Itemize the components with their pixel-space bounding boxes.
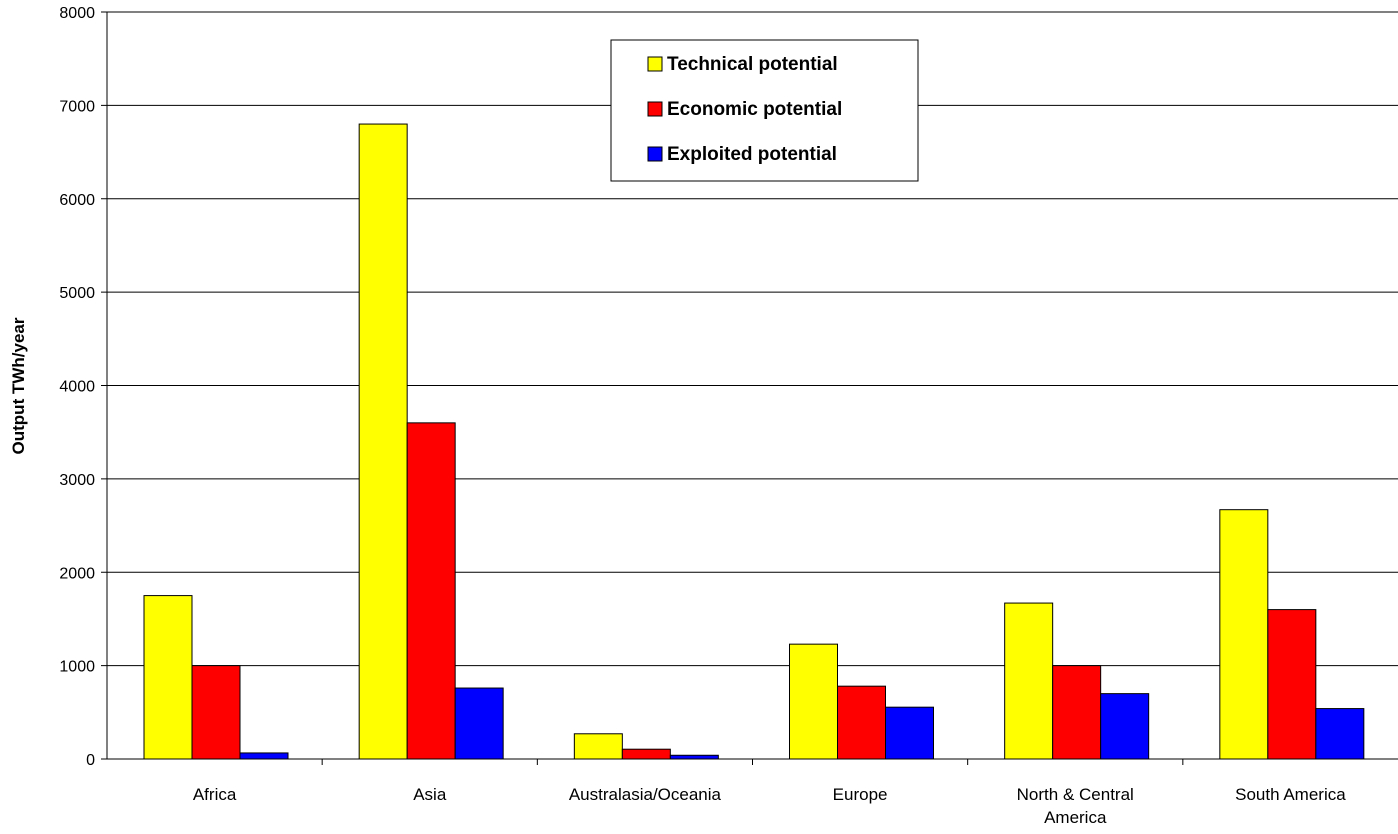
bar-technical-potential — [573, 733, 623, 760]
gridlines — [107, 11, 1398, 667]
x-category-label: North & Central — [1017, 785, 1134, 804]
y-tick-label: 5000 — [59, 285, 95, 302]
y-tick-label: 2000 — [59, 565, 95, 582]
bar-economic-potential — [621, 748, 671, 760]
bar-technical-potential — [358, 123, 408, 760]
x-category-label: America — [1044, 808, 1107, 827]
legend-label: Technical potential — [667, 54, 838, 75]
y-tick-label: 7000 — [59, 98, 95, 115]
legend: Technical potential Economic potential Exp… — [610, 39, 919, 182]
y-tick-label: 8000 — [59, 5, 95, 22]
legend-swatch — [647, 101, 663, 117]
bar-economic-potential — [837, 685, 886, 760]
axes — [101, 11, 1398, 765]
x-category-labels: Africa Asia Australasia/Oceania Europe North… — [193, 785, 1346, 827]
bar-economic-potential — [1267, 609, 1317, 760]
bar-technical-potential — [1219, 509, 1269, 760]
y-tick-labels: 0 1000 2000 3000 4000 5000 6000 7000 8000 — [59, 5, 95, 769]
y-tick-label: 4000 — [59, 379, 95, 396]
bar-exploited-potential — [239, 752, 289, 760]
bar-exploited-potential — [1315, 708, 1365, 760]
bar-economic-potential — [1052, 665, 1102, 760]
bar-exploited-potential — [885, 706, 934, 760]
legend-swatch — [647, 146, 663, 162]
legend-swatch — [647, 56, 663, 72]
bar-exploited-potential — [669, 754, 719, 760]
bar-exploited-potential — [454, 687, 504, 760]
bar-technical-potential — [143, 595, 193, 760]
bar-technical-potential — [1004, 602, 1054, 760]
bars — [143, 123, 1365, 760]
x-category-label: Africa — [193, 785, 237, 804]
bar-technical-potential — [789, 643, 838, 760]
x-category-label: Asia — [413, 785, 447, 804]
y-tick-label: 1000 — [59, 659, 95, 676]
y-tick-label: 6000 — [59, 192, 95, 209]
x-category-label: Australasia/Oceania — [569, 785, 722, 804]
y-tick-label: 3000 — [59, 472, 95, 489]
bar-economic-potential — [191, 665, 241, 760]
legend-label: Economic potential — [667, 99, 842, 120]
bar-exploited-potential — [1100, 693, 1150, 760]
y-axis-title: Output TWh/year — [9, 317, 28, 454]
y-tick-label: 0 — [86, 752, 95, 769]
x-category-label: South America — [1235, 785, 1346, 804]
legend-label: Exploited potential — [667, 144, 837, 165]
x-category-label: Europe — [833, 785, 888, 804]
bar-economic-potential — [406, 422, 456, 760]
